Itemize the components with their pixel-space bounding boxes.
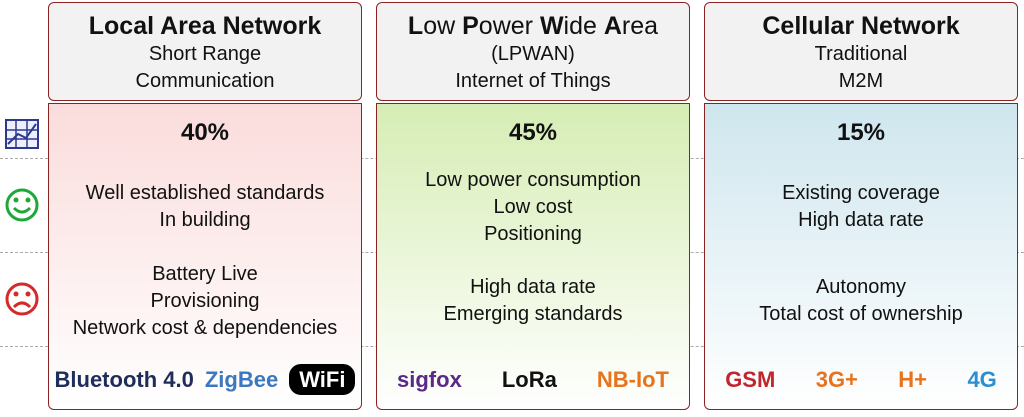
column: Local Area Network Short Range Communicati… xyxy=(48,2,364,410)
con-item: High data rate xyxy=(470,276,596,298)
technology-logo: WiFi xyxy=(289,363,356,395)
title-part: W xyxy=(539,12,564,40)
pro-item: Positioning xyxy=(484,222,582,245)
column-subtitle: Traditional xyxy=(814,43,908,65)
title-part: ide xyxy=(563,12,604,40)
column: Low Power Wide Area (LPWAN) Internet of Th… xyxy=(376,2,692,410)
column-header: Low Power Wide Area (LPWAN) Internet of Th… xyxy=(376,2,690,101)
column-body: 40% Well established standards In building… xyxy=(48,103,362,410)
logos-cell: Bluetooth 4.0 ZigBee WiFi xyxy=(49,348,361,410)
logos-cell: GSM 3G+ H+ 4G xyxy=(705,348,1017,410)
pros-cell: Low power consumption Low cost Positioning xyxy=(377,160,689,254)
logos-cell: sigfox LoRa NB-IoT xyxy=(377,348,689,410)
happy-icon xyxy=(5,188,39,222)
technology-logo: GSM xyxy=(725,366,776,392)
share-cell: 15% xyxy=(705,104,1017,160)
column-title: Cellular Network xyxy=(705,11,1017,41)
technology-logo: Bluetooth 4.0 xyxy=(54,366,194,392)
column-body: 15% Existing coverage High data rate Autono… xyxy=(704,103,1018,410)
pro-item: Existing coverage xyxy=(782,182,940,204)
market-share: 40% xyxy=(180,118,230,146)
title-part: rea xyxy=(621,12,659,40)
market-share: 45% xyxy=(508,118,558,146)
pro-item: Low cost xyxy=(493,195,573,218)
share-cell: 40% xyxy=(49,104,361,160)
pro-item: Well established standards xyxy=(85,182,325,204)
title-part: L xyxy=(407,12,424,40)
con-item: Autonomy xyxy=(815,276,907,298)
column-header: Cellular Network Traditional M2M xyxy=(704,2,1018,101)
column: Cellular Network Traditional M2M 15% Existin… xyxy=(704,2,1020,410)
cons-cell: High data rate Emerging standards xyxy=(377,254,689,348)
pro-item: Low power consumption xyxy=(425,168,641,191)
market-share: 15% xyxy=(836,118,886,146)
pro-item: High data rate xyxy=(798,209,924,231)
technology-logo: sigfox xyxy=(397,366,462,392)
pro-item: In building xyxy=(159,209,251,231)
technology-logo: 3G+ xyxy=(815,366,858,392)
technology-logo: LoRa xyxy=(501,366,557,392)
con-item: Emerging standards xyxy=(443,303,623,325)
pros-cell: Well established standards In building xyxy=(49,160,361,254)
column-subtitle: M2M xyxy=(838,70,884,92)
column-title: Low Power Wide Area xyxy=(377,11,689,41)
column-header: Local Area Network Short Range Communicati… xyxy=(48,2,362,101)
title-part: ow xyxy=(423,12,463,40)
title-part: A xyxy=(603,12,622,40)
technology-logo: ZigBee xyxy=(204,366,279,392)
title-part: ower xyxy=(478,12,540,40)
technology-logo: H+ xyxy=(898,366,928,392)
cons-cell: Autonomy Total cost of ownership xyxy=(705,254,1017,348)
technology-logo: 4G xyxy=(967,366,997,392)
con-item: Battery Live xyxy=(152,262,258,285)
chart-icon xyxy=(5,119,39,149)
column-subtitle: (LPWAN) xyxy=(491,43,575,65)
con-item: Network cost & dependencies xyxy=(72,316,338,339)
column-subtitle: Short Range xyxy=(148,43,262,65)
pros-cell: Existing coverage High data rate xyxy=(705,160,1017,254)
title-part: P xyxy=(462,12,479,40)
share-cell: 45% xyxy=(377,104,689,160)
con-item: Provisioning xyxy=(150,289,260,312)
column-subtitle: Internet of Things xyxy=(455,70,611,92)
technology-logo: NB-IoT xyxy=(596,366,669,392)
con-item: Total cost of ownership xyxy=(759,303,963,325)
title-part: Local Area Network xyxy=(88,12,322,40)
sad-icon xyxy=(5,282,39,316)
column-body: 45% Low power consumption Low cost Position… xyxy=(376,103,690,410)
cons-cell: Battery Live Provisioning Network cost & d… xyxy=(49,254,361,348)
column-title: Local Area Network xyxy=(49,11,361,41)
title-part: Cellular Network xyxy=(762,12,960,40)
column-subtitle: Communication xyxy=(135,70,275,92)
